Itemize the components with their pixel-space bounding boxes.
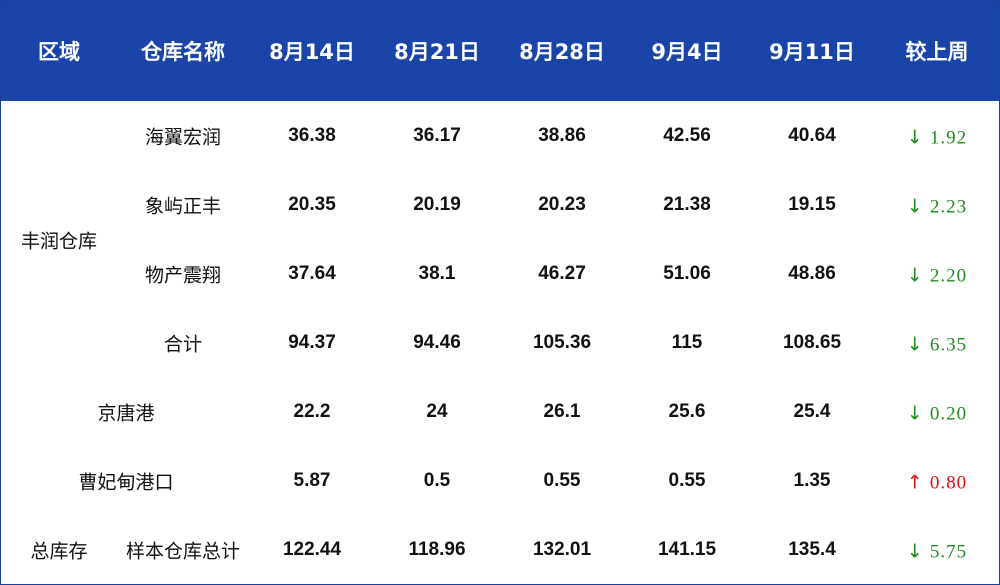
warehouse-name: 京唐港	[97, 402, 155, 425]
change-value: 0.20	[929, 403, 968, 425]
header-cell: 较上周	[905, 40, 969, 64]
value-cell: 46.27	[538, 263, 586, 284]
region-label: 丰润仓库	[20, 230, 98, 252]
change-cell: ↓ 6.35	[907, 334, 967, 357]
header-row	[1, 1, 999, 101]
change-value: 2.20	[929, 265, 968, 287]
change-cell: ↓ 0.20	[907, 403, 967, 426]
value-cell: 1.35	[793, 470, 831, 491]
change-value: 1.92	[929, 127, 968, 149]
value-cell: 48.86	[788, 263, 836, 284]
value-cell: 26.1	[543, 401, 581, 422]
value-cell: 22.2	[293, 401, 331, 422]
header-cell: 8月21日	[394, 40, 480, 64]
value-cell: 38.1	[418, 263, 456, 284]
value-cell: 42.56	[663, 125, 711, 146]
warehouse-name: 样本仓库总计	[125, 540, 241, 563]
warehouse-name: 海翼宏润	[144, 126, 222, 149]
value-cell: 141.15	[657, 539, 717, 560]
value-cell: 38.86	[538, 125, 586, 146]
trend-arrow: ↓	[906, 195, 924, 218]
trend-arrow: ↓	[906, 402, 924, 425]
region-label: 总库存	[30, 540, 88, 563]
header-cell: 8月14日	[269, 40, 355, 64]
value-cell: 51.06	[663, 263, 711, 284]
value-cell: 20.19	[413, 194, 461, 215]
change-cell: ↓ 2.23	[907, 196, 967, 219]
value-cell: 36.38	[288, 125, 336, 146]
change-value: 5.75	[929, 541, 968, 563]
header-cell: 9月11日	[769, 40, 855, 64]
trend-arrow: ↓	[906, 126, 924, 149]
value-cell: 20.23	[538, 194, 586, 215]
value-cell: 40.64	[788, 125, 836, 146]
header-cell: 9月4日	[651, 40, 723, 64]
value-cell: 25.6	[668, 401, 706, 422]
value-cell: 0.55	[543, 470, 581, 491]
warehouse-name: 象屿正丰	[144, 195, 222, 218]
value-cell: 25.4	[793, 401, 831, 422]
value-cell: 20.35	[288, 194, 336, 215]
change-cell: ↓ 1.92	[907, 127, 967, 150]
value-cell: 105.36	[532, 332, 592, 353]
value-cell: 24	[426, 401, 448, 422]
change-value: 6.35	[929, 334, 968, 356]
value-cell: 21.38	[663, 194, 711, 215]
trend-arrow: ↓	[906, 333, 924, 356]
value-cell: 135.4	[788, 539, 836, 560]
change-value: 0.80	[929, 472, 968, 494]
warehouse-name: 曹妃甸港口	[78, 471, 174, 494]
value-cell: 37.64	[288, 263, 336, 284]
change-cell: ↓ 5.75	[907, 541, 967, 564]
value-cell: 5.87	[293, 470, 331, 491]
change-value: 2.23	[929, 196, 968, 218]
trend-arrow: ↓	[906, 540, 924, 563]
header-cell: 区域	[38, 40, 80, 64]
value-cell: 36.17	[413, 125, 461, 146]
value-cell: 19.15	[788, 194, 836, 215]
header-cell: 仓库名称	[141, 40, 225, 64]
value-cell: 115	[671, 332, 703, 353]
trend-arrow: ↑	[906, 471, 924, 494]
value-cell: 0.55	[668, 470, 706, 491]
value-cell: 122.44	[282, 539, 342, 560]
value-cell: 94.46	[413, 332, 461, 353]
warehouse-name: 合计	[163, 333, 203, 356]
trend-arrow: ↓	[906, 264, 924, 287]
value-cell: 118.96	[408, 539, 466, 560]
value-cell: 94.37	[288, 332, 336, 353]
value-cell: 132.01	[532, 539, 592, 560]
value-cell: 108.65	[782, 332, 842, 353]
value-cell: 0.5	[423, 470, 451, 491]
header-cell: 8月28日	[519, 40, 605, 64]
warehouse-name: 物产震翔	[144, 264, 222, 287]
change-cell: ↓ 2.20	[907, 265, 967, 288]
change-cell: ↑ 0.80	[907, 472, 967, 495]
